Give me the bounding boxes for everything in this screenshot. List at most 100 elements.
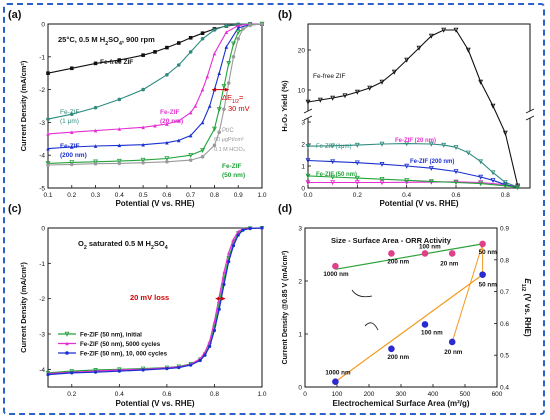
panel-a-point <box>141 142 145 147</box>
panel-a-point <box>200 148 206 153</box>
panel-a-point <box>46 146 50 151</box>
panel-a-point <box>69 130 74 135</box>
panel-d-link-orange <box>451 243 484 343</box>
panel-a-point <box>69 162 74 167</box>
panel-a-xtick-label: 0.4 <box>115 192 124 199</box>
panel-d-title: Size - Surface Area - ORR Activity <box>331 236 452 245</box>
panel-a-xlabel: Potential (V vs. RHE) <box>115 199 194 208</box>
panel-c-point <box>212 328 217 333</box>
panel-b-point <box>416 45 422 51</box>
panel-a-xtick-label: 0.5 <box>139 192 148 199</box>
panel-b-point <box>330 174 336 180</box>
panel-b-point <box>441 142 447 148</box>
panel-c-ytick-label: -2 <box>39 296 45 303</box>
panel-c-point <box>208 344 212 348</box>
panel-b-point <box>453 145 459 150</box>
panel-c-point <box>140 366 146 372</box>
panel-c-point <box>203 353 207 357</box>
panel-a-label-fezif-1um: Fe-ZIF <box>60 109 80 116</box>
panel-b-xtick-label: 0.0 <box>303 192 312 199</box>
panel-c-point <box>231 237 236 241</box>
panel-a-point <box>176 138 181 143</box>
panel-a-xtick-label: 0.3 <box>91 192 100 199</box>
panel-b-point <box>428 179 434 185</box>
panel-a-delta-value: 30 mV <box>228 104 250 113</box>
panel-a-point <box>93 144 98 148</box>
panel-c-line <box>47 227 263 376</box>
panel-d-ytick-label-right: 0.7 <box>500 289 509 296</box>
panel-d-ehalf-point-label: 50 nm <box>479 249 498 256</box>
panel-d-label: (d) <box>278 203 292 215</box>
panel-a-point <box>226 81 231 85</box>
panel-d-ytick-label-right: 0.9 <box>500 226 509 233</box>
panel-b-point <box>305 158 311 164</box>
panel-a-point <box>165 73 169 77</box>
panel-b-point <box>502 182 508 188</box>
panel-b-point <box>379 79 385 85</box>
panel-a-point <box>188 35 193 40</box>
panel-c-point <box>93 370 98 374</box>
panel-a-point <box>117 143 122 148</box>
panel-a-point <box>236 36 241 41</box>
panel-b-point <box>317 97 323 103</box>
panel-d-current-point <box>388 345 395 353</box>
panel-a-label-ptc: Pt/C <box>222 128 234 134</box>
panel-a-ytick-label: -4 <box>39 153 45 160</box>
panel-a-label-ptc-electrolyte: 0.1 M HClO₄ <box>214 147 246 153</box>
panel-b-ytick-label-lower: 1 <box>301 164 305 171</box>
panel-a-point <box>224 45 229 49</box>
panel-d-ytick-label-left: 0 <box>298 385 302 392</box>
panel-a-point <box>93 105 98 110</box>
panel-c-point <box>260 226 264 230</box>
panel-a-point <box>224 30 229 34</box>
panel-b-label-50nm: Fe-ZIF (50 nm) <box>316 172 357 178</box>
panel-a-point <box>212 28 217 32</box>
panel-d-ehalf-point-label: 1000 nm <box>323 271 349 278</box>
panel-a-delta-arrowhead-left <box>212 87 217 92</box>
panel-a-ytick-label: -1 <box>39 54 45 61</box>
panel-a-point <box>200 120 205 125</box>
panel-a-point <box>222 107 226 112</box>
panel-a-point <box>117 127 122 131</box>
panel-b-point <box>502 183 508 189</box>
panel-b-axis-break <box>525 115 535 121</box>
panel-a-frame <box>47 23 263 189</box>
panel-d-current-point-label: 1000 nm <box>325 370 351 377</box>
panel-a-point <box>165 45 169 50</box>
panel-c-label: (c) <box>8 203 22 215</box>
panel-a-point <box>117 58 122 62</box>
panel-b-point <box>490 170 496 176</box>
panel-a-point <box>188 133 193 138</box>
panel-d-xtick-label: 600 <box>492 391 503 398</box>
panel-a-point <box>164 156 170 162</box>
panel-b-label-fefree: Fe-free ZIF <box>313 73 346 80</box>
panel-d-ylabel-left: Current Density @0.85 V (mA/cm²) <box>282 251 289 365</box>
panel-a-point <box>46 163 50 167</box>
panel-d-ytick-label-left: 2 <box>298 279 302 286</box>
panel-a-point <box>69 66 74 71</box>
panel-b-point <box>305 173 311 179</box>
panel-d-current-point-label: 20 nm <box>444 349 463 356</box>
panel-c-point <box>222 282 226 287</box>
panel-b-line <box>308 181 518 188</box>
panel-d-ylabel-right: E1/2 (V vs. RHE) <box>520 278 532 337</box>
panel-a-point <box>200 87 205 92</box>
panel-d-ytick-label-right: 0.8 <box>500 257 509 264</box>
panel-a-point <box>217 71 221 75</box>
panel-b-point <box>354 89 360 95</box>
panel-a-line <box>47 23 263 150</box>
panel-c-legend-marker <box>65 351 69 355</box>
panel-d-xtick-label: 400 <box>428 391 439 398</box>
panel-a-point <box>93 61 98 66</box>
panel-a-ytick-label: 0 <box>41 22 45 29</box>
panel-b-point <box>478 159 484 165</box>
panel-a-point <box>45 161 51 167</box>
panel-b-xtick-label: 0.2 <box>353 192 362 199</box>
panel-a-point <box>141 53 145 57</box>
panel-a-xtick-label: 0.7 <box>186 192 195 199</box>
panel-a-point <box>176 41 181 45</box>
panel-c-title: O2 saturated 0.5 M H2SO4 <box>78 239 168 251</box>
panel-c-legend-label: Fe-ZIF (50 nm), 5000 cycles <box>80 341 161 348</box>
panel-d-ehalf-point <box>388 250 395 257</box>
